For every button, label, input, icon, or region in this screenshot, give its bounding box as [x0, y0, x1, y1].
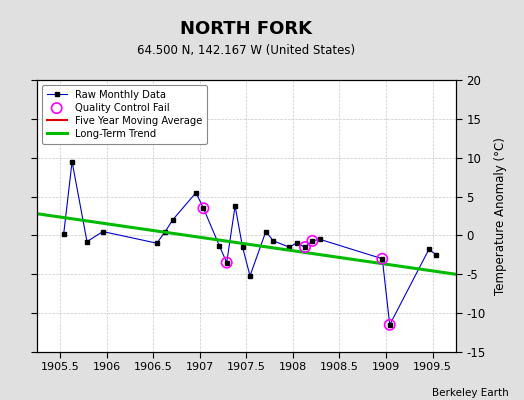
Quality Control Fail [199, 205, 208, 212]
Raw Monthly Data [293, 241, 300, 246]
Raw Monthly Data [232, 204, 238, 208]
Raw Monthly Data [69, 159, 75, 164]
Raw Monthly Data [61, 232, 67, 236]
Line: Raw Monthly Data: Raw Monthly Data [62, 160, 438, 327]
Raw Monthly Data [200, 206, 206, 211]
Quality Control Fail [386, 322, 394, 328]
Raw Monthly Data [425, 247, 432, 252]
Quality Control Fail [301, 244, 309, 250]
Quality Control Fail [223, 260, 231, 266]
Raw Monthly Data [309, 238, 315, 243]
Raw Monthly Data [286, 245, 292, 250]
Raw Monthly Data [316, 237, 323, 242]
Quality Control Fail [378, 256, 387, 262]
Raw Monthly Data [247, 274, 253, 278]
Text: Berkeley Earth: Berkeley Earth [432, 388, 508, 398]
Raw Monthly Data [239, 245, 246, 250]
Raw Monthly Data [170, 218, 176, 222]
Raw Monthly Data [84, 239, 90, 244]
Raw Monthly Data [162, 229, 168, 234]
Raw Monthly Data [270, 238, 277, 243]
Raw Monthly Data [224, 260, 230, 265]
Raw Monthly Data [387, 322, 393, 327]
Raw Monthly Data [193, 190, 199, 195]
Raw Monthly Data [263, 229, 269, 234]
Text: NORTH FORK: NORTH FORK [180, 20, 312, 38]
Legend: Raw Monthly Data, Quality Control Fail, Five Year Moving Average, Long-Term Tren: Raw Monthly Data, Quality Control Fail, … [42, 85, 207, 144]
Text: 64.500 N, 142.167 W (United States): 64.500 N, 142.167 W (United States) [137, 44, 355, 57]
Raw Monthly Data [216, 243, 222, 248]
Raw Monthly Data [433, 252, 440, 257]
Raw Monthly Data [100, 229, 106, 234]
Quality Control Fail [308, 238, 316, 244]
Raw Monthly Data [154, 241, 160, 246]
Raw Monthly Data [302, 245, 308, 250]
Raw Monthly Data [379, 256, 386, 261]
Y-axis label: Temperature Anomaly (°C): Temperature Anomaly (°C) [494, 137, 507, 295]
